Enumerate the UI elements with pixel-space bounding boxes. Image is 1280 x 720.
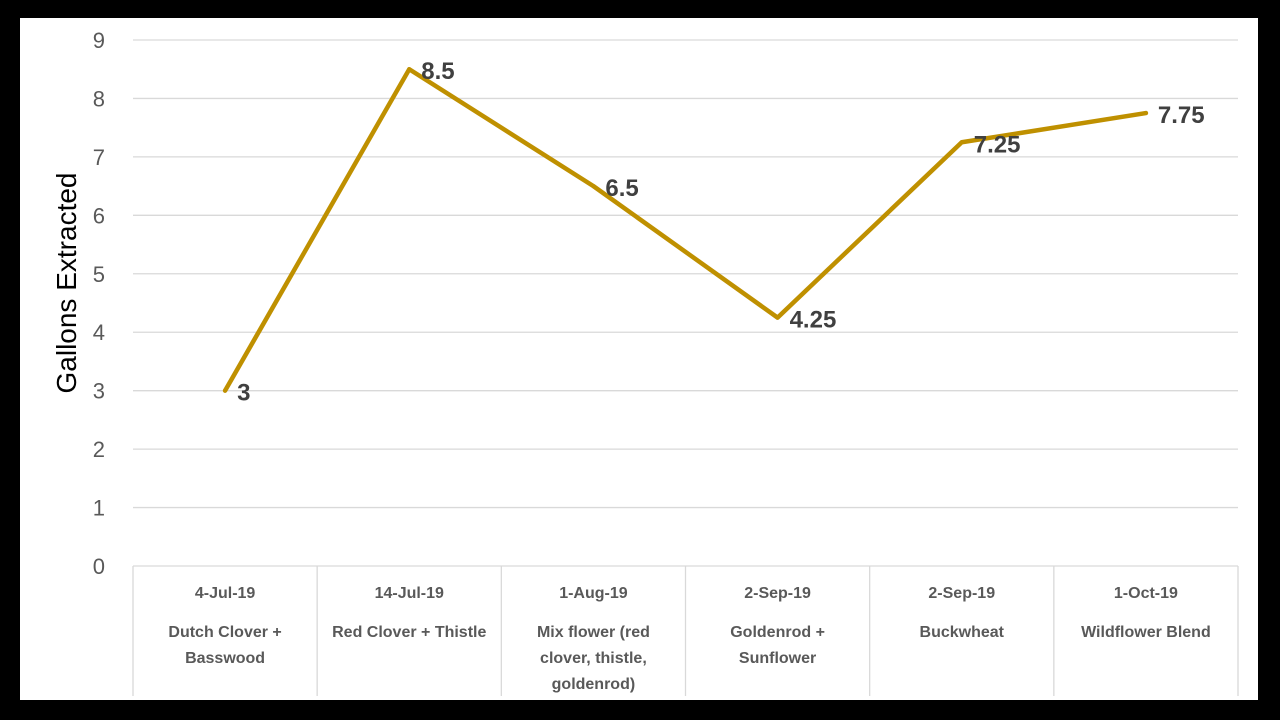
y-axis-label: Gallons Extracted — [51, 173, 82, 394]
x-tick-name: Red Clover + Thistle — [332, 624, 486, 641]
data-label: 3 — [237, 380, 250, 407]
y-tick-label: 5 — [93, 262, 105, 287]
y-tick-label: 8 — [93, 86, 105, 111]
data-label: 7.25 — [974, 131, 1021, 158]
data-point — [775, 315, 780, 320]
x-tick-name: Wildflower Blend — [1081, 624, 1211, 641]
data-point — [1143, 111, 1148, 116]
y-tick-label: 7 — [93, 145, 105, 170]
data-label: 4.25 — [790, 307, 837, 334]
data-labels: 3 8.5 6.5 4.25 7.25 7.75 — [237, 58, 1205, 406]
y-tick-label: 9 — [93, 28, 105, 53]
line-chart: 0 1 2 3 4 5 6 7 8 9 Gallons Extracted 4-Jul-19 Dut… — [51, 28, 1239, 696]
x-tick-name: clover, thistle, — [540, 650, 647, 667]
data-label: 6.5 — [605, 175, 638, 202]
x-tick-name: goldenrod) — [552, 676, 636, 693]
x-tick-name: Buckwheat — [920, 624, 1005, 641]
y-tick-label: 6 — [93, 203, 105, 228]
y-tick-label: 4 — [93, 320, 105, 345]
data-point — [223, 388, 228, 393]
data-point — [591, 184, 596, 189]
gridlines — [133, 39, 1238, 567]
x-tick-name: Basswood — [185, 650, 265, 667]
x-tick-date: 2-Sep-19 — [928, 585, 995, 602]
series-line — [222, 66, 1149, 393]
x-tick-name: Sunflower — [739, 650, 816, 667]
data-label: 8.5 — [421, 58, 454, 85]
y-tick-label: 1 — [93, 496, 105, 521]
data-label: 7.75 — [1158, 102, 1205, 129]
x-tick-date: 1-Oct-19 — [1114, 585, 1178, 602]
series-gallons — [222, 66, 1149, 393]
y-tick-label: 0 — [93, 554, 105, 579]
y-axis-ticks: 0 1 2 3 4 5 6 7 8 9 — [93, 28, 105, 579]
chart-area: 0 1 2 3 4 5 6 7 8 9 Gallons Extracted 4-Jul-19 Dut… — [20, 18, 1258, 700]
x-tick-name: Goldenrod + — [730, 624, 825, 641]
x-tick-date: 2-Sep-19 — [744, 585, 811, 602]
x-tick-date: 4-Jul-19 — [195, 585, 256, 602]
y-tick-label: 3 — [93, 379, 105, 404]
y-tick-label: 2 — [93, 437, 105, 462]
x-axis: 4-Jul-19 Dutch Clover + Basswood 14-Jul-19 R… — [132, 566, 1239, 696]
x-tick-name: Dutch Clover + — [168, 624, 281, 641]
x-tick-name: Mix flower (red — [537, 624, 650, 641]
x-tick-date: 1-Aug-19 — [559, 585, 628, 602]
data-point — [959, 140, 964, 145]
data-point — [407, 67, 412, 72]
x-tick-date: 14-Jul-19 — [375, 585, 444, 602]
